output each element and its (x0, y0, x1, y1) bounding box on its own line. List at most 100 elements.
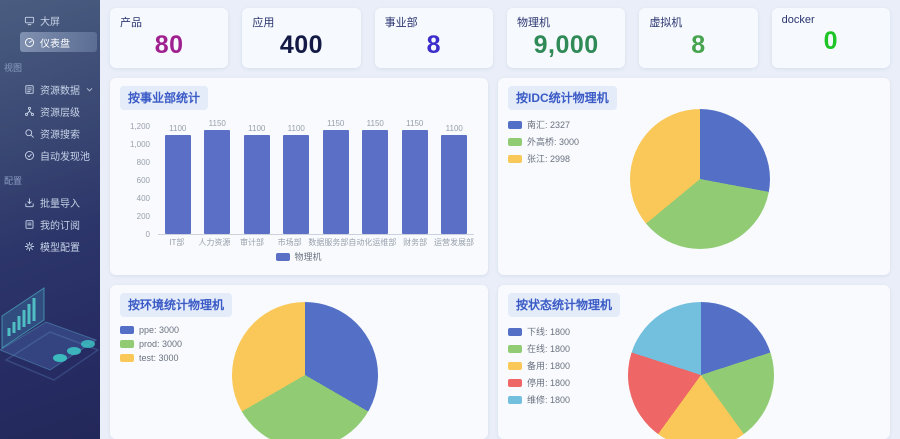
legend-chip (508, 378, 522, 387)
sidebar-item-model-config[interactable]: 模型配置 (20, 236, 97, 256)
legend-item[interactable]: 维修: 1800 (508, 393, 570, 406)
bar (441, 135, 468, 234)
stat-label: 物理机 (516, 17, 550, 29)
bar (283, 135, 310, 234)
stat-value: 9,000 (533, 31, 599, 59)
sidebar-item-dashboard[interactable]: 仪表盘 (20, 32, 97, 52)
legend-chip (508, 154, 522, 163)
legend-label: ppe: 3000 (139, 325, 180, 335)
sidebar-item-resource-hierarchy[interactable]: 资源层级 (20, 101, 97, 121)
bar-chart-legend[interactable]: 物理机 (120, 250, 478, 263)
y-axis-tick: 200 (136, 212, 150, 221)
bar (204, 130, 231, 234)
chart-title: 按IDC统计物理机 (508, 86, 617, 110)
legend-chip (120, 354, 134, 362)
stat-value: 80 (154, 31, 184, 59)
bar (362, 130, 389, 234)
y-axis-tick: 0 (145, 230, 150, 239)
legend-item[interactable]: 外高桥: 3000 (508, 135, 579, 148)
stat-value: 8 (691, 31, 706, 59)
legend-item[interactable]: 停用: 1800 (508, 376, 570, 389)
sidebar: 大屏 仪表盘 视图 资源数据 资源层级 资源搜索 自动发现池 配置 批量导入 (0, 0, 100, 439)
bar-slot: 1100 (435, 112, 475, 234)
legend-label: 停用: 1800 (527, 378, 571, 388)
chart-title: 按环境统计物理机 (120, 293, 233, 317)
legend-chip (508, 137, 522, 146)
sidebar-item-big-screen[interactable]: 大屏 (20, 10, 97, 30)
sidebar-item-resource-search[interactable]: 资源搜索 (20, 123, 97, 143)
sidebar-item-label: 模型配置 (40, 242, 80, 254)
x-axis-label: 财务部 (403, 238, 428, 247)
legend-item[interactable]: 在线: 1800 (508, 342, 570, 355)
legend-item[interactable]: ppe: 3000 (120, 325, 182, 335)
sidebar-section-views: 视图 (4, 63, 23, 73)
bar-slot: 1150 (316, 112, 356, 234)
legend-item[interactable]: 南汇: 2327 (508, 118, 579, 131)
chart-title: 按事业部统计 (120, 86, 209, 110)
sidebar-item-my-subscription[interactable]: 我的订阅 (20, 214, 97, 234)
legend-chip (120, 326, 134, 334)
y-axis: 0 200 400 600 800 1,000 1,200 (120, 112, 152, 262)
model-config-icon (24, 241, 35, 251)
legend-item[interactable]: 张江: 2998 (508, 152, 579, 165)
pie-legend: ppe: 3000 prod: 3000 test: 3000 (120, 325, 182, 363)
chart-card-by-status: 按状态统计物理机 下线: 1800 在线: 1800 备用: 1800 停用: 180… (498, 285, 890, 439)
sidebar-item-batch-import[interactable]: 批量导入 (20, 192, 97, 212)
y-axis-tick: 600 (136, 176, 150, 185)
bar-slot: 1100 (237, 112, 277, 234)
chart-card-by-environment: 按环境统计物理机 ppe: 3000 prod: 3000 test: 3000 (110, 285, 488, 439)
sidebar-item-label: 仪表盘 (40, 38, 70, 50)
sidebar-item-resource-data[interactable]: 资源数据 (20, 79, 97, 99)
y-axis-tick: 400 (136, 194, 150, 203)
environment-pie (232, 302, 378, 439)
pie-legend: 南汇: 2327 外高桥: 3000 张江: 2998 (508, 118, 579, 165)
stat-label: 虚拟机 (649, 17, 683, 29)
stat-card-application: 应用 400 (242, 8, 361, 68)
sidebar-item-label: 资源搜索 (40, 129, 80, 141)
chart-card-by-idc: 按IDC统计物理机 南汇: 2327 外高桥: 3000 张江: 2998 (498, 78, 890, 275)
stat-label: 事业部 (384, 17, 418, 29)
sidebar-item-auto-discovery[interactable]: 自动发现池 (20, 145, 97, 165)
bar (243, 135, 270, 234)
stat-label: docker (781, 14, 815, 26)
legend-item[interactable]: test: 3000 (120, 353, 182, 363)
chevron-down-icon[interactable] (85, 85, 94, 94)
main-content: 产品 80 应用 400 事业部 8 物理机 9,000 虚拟机 8 docke… (100, 0, 900, 439)
x-axis-label: 数据服务部 (308, 238, 349, 247)
auto-discovery-icon (25, 150, 34, 160)
x-axis-label: 自动化运维部 (348, 238, 397, 247)
legend-label: 外高桥: 3000 (527, 137, 580, 147)
legend-item[interactable]: prod: 3000 (120, 339, 182, 349)
sidebar-item-label: 批量导入 (40, 198, 80, 210)
sidebar-item-label: 我的订阅 (40, 220, 80, 232)
chart-card-by-business-unit: 按事业部统计 0 200 400 600 800 1,000 1,200 1100 1150 1… (110, 78, 488, 275)
resource-search-icon (25, 128, 34, 138)
bar-slot: 1150 (395, 112, 435, 234)
legend-item[interactable]: 备用: 1800 (508, 359, 570, 372)
bar-value-label: 1150 (327, 119, 345, 128)
bar (322, 130, 349, 234)
pie-legend: 下线: 1800 在线: 1800 备用: 1800 停用: 1800 维修: 1800 (508, 325, 570, 406)
legend-label: 张江: 2998 (527, 154, 571, 164)
big-screen-icon (24, 16, 35, 25)
chart-title: 按状态统计物理机 (508, 293, 621, 317)
bar-slot: 1150 (356, 112, 396, 234)
stat-card-business-unit: 事业部 8 (374, 8, 493, 68)
stat-card-virtual-machine: 虚拟机 8 (639, 8, 758, 68)
status-pie (628, 302, 774, 439)
x-axis-label: 人力资源 (198, 238, 231, 247)
stats-row: 产品 80 应用 400 事业部 8 物理机 9,000 虚拟机 8 docke… (110, 8, 890, 68)
legend-chip (508, 327, 522, 336)
legend-chip (120, 340, 134, 348)
legend-chip (276, 252, 291, 261)
dashboard-icon (25, 37, 34, 47)
stat-label: 产品 (120, 17, 142, 29)
x-axis-line (158, 234, 474, 235)
x-axis-labels: IT部 人力资源 审计部 市场部 数据服务部 自动化运维部 财务部 运营发展部 (158, 237, 474, 248)
legend-item[interactable]: 下线: 1800 (508, 325, 570, 338)
stat-label: 应用 (252, 17, 275, 29)
y-axis-tick: 1,000 (129, 140, 150, 149)
stat-card-physical-machine: 物理机 9,000 (506, 8, 626, 68)
legend-label: 维修: 1800 (527, 395, 571, 405)
stat-value: 400 (279, 31, 324, 59)
